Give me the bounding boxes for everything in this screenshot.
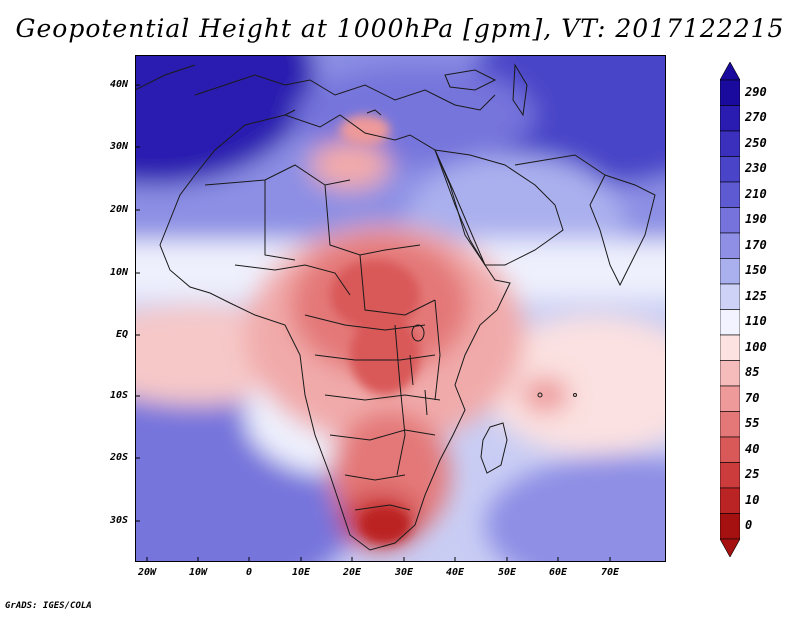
lat-label-eq: EQ — [115, 329, 128, 340]
lon-label-20e: 20E — [342, 567, 362, 578]
colorbar-swatch — [720, 385, 740, 412]
colorbar-swatch — [720, 334, 740, 361]
chart-title: Geopotential Height at 1000hPa [gpm], VT… — [15, 14, 785, 43]
colorbar — [720, 62, 740, 557]
lat-label-20s: 20S — [109, 452, 128, 463]
lat-label-10s: 10S — [109, 390, 128, 401]
colorbar-swatch — [720, 207, 740, 234]
colorbar-label: 100 — [745, 339, 767, 354]
lat-label-10n: 10N — [109, 267, 128, 278]
colorbar-swatch — [720, 411, 740, 438]
colorbar-swatch — [720, 181, 740, 208]
lon-label-50e: 50E — [497, 567, 517, 578]
lon-label-10w: 10W — [188, 567, 208, 578]
lon-label-0: 0 — [245, 567, 253, 578]
colorbar-swatch — [720, 309, 740, 336]
colorbar-label: 230 — [745, 161, 767, 176]
colorbar-swatch — [720, 462, 740, 489]
colorbar-label: 290 — [745, 84, 767, 99]
colorbar-swatch — [720, 436, 740, 463]
colorbar-swatch — [720, 232, 740, 259]
colorbar-swatch — [720, 130, 740, 157]
colorbar-label: 0 — [745, 518, 753, 533]
lon-label-60e: 60E — [548, 567, 568, 578]
map-panel — [135, 55, 666, 562]
colorbar-label: 55 — [745, 416, 760, 431]
colorbar-swatch — [720, 156, 740, 183]
colorbar-swatch — [720, 360, 740, 387]
colorbar-label: 270 — [745, 110, 767, 125]
colorbar-label: 85 — [745, 365, 760, 380]
colorbar-label: 170 — [745, 237, 767, 252]
lon-label-40e: 40E — [445, 567, 465, 578]
lat-label-40n: 40N — [109, 79, 128, 90]
grads-credit: GrADS: IGES/COLA — [5, 601, 92, 611]
colorbar-swatch — [720, 283, 740, 310]
lat-label-20n: 20N — [109, 204, 128, 215]
colorbar-bottom-arrow — [720, 538, 740, 557]
colorbar-label: 250 — [745, 135, 767, 150]
colorbar-label: 125 — [745, 288, 767, 303]
lat-label-30n: 30N — [109, 141, 128, 152]
colorbar-label: 40 — [745, 441, 760, 456]
colorbar-swatch — [720, 79, 740, 106]
lon-label-10e: 10E — [291, 567, 311, 578]
colorbar-label: 190 — [745, 212, 767, 227]
colorbar-label: 210 — [745, 186, 767, 201]
colorbar-top-arrow — [720, 62, 740, 81]
colorbar-swatch — [720, 487, 740, 514]
colorbar-label: 110 — [745, 314, 767, 329]
lon-label-70e: 70E — [600, 567, 620, 578]
colorbar-swatch — [720, 105, 740, 132]
lon-label-20w: 20W — [137, 567, 157, 578]
colorbar-label: 10 — [745, 492, 760, 507]
colorbar-swatch — [720, 258, 740, 285]
geopotential-map — [135, 55, 666, 562]
colorbar-swatch — [720, 513, 740, 540]
colorbar-label: 70 — [745, 390, 760, 405]
lat-label-30s: 30S — [109, 515, 128, 526]
colorbar-label: 25 — [745, 467, 760, 482]
colorbar-label: 150 — [745, 263, 767, 278]
lon-label-30e: 30E — [394, 567, 414, 578]
